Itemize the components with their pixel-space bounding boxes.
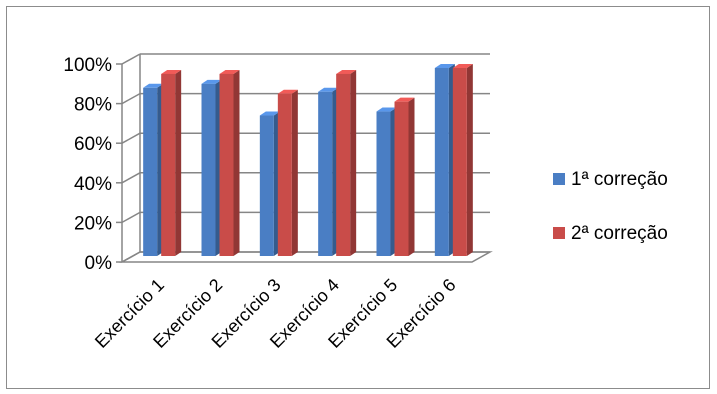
bar-side bbox=[466, 64, 473, 256]
legend-swatch bbox=[553, 173, 565, 185]
gridline-side bbox=[121, 53, 141, 65]
bar bbox=[452, 68, 467, 256]
bar-top bbox=[201, 79, 222, 84]
y-tick-label: 100% bbox=[63, 55, 112, 76]
bar-top bbox=[259, 111, 280, 116]
bar-top bbox=[143, 83, 164, 88]
bar-top bbox=[376, 107, 397, 112]
bar-side bbox=[350, 69, 357, 256]
bar-top bbox=[452, 64, 473, 68]
bar bbox=[143, 87, 158, 256]
bar-top bbox=[394, 97, 415, 102]
bar-top bbox=[277, 89, 298, 94]
bar bbox=[161, 73, 176, 256]
gridline-side bbox=[121, 132, 141, 144]
bar bbox=[376, 111, 391, 256]
chart-frame bbox=[6, 6, 710, 389]
bar-side bbox=[175, 69, 182, 256]
bar-top bbox=[318, 87, 339, 92]
bar-top bbox=[219, 69, 240, 74]
bar-top bbox=[336, 69, 357, 74]
bar bbox=[219, 73, 234, 256]
bar bbox=[394, 101, 409, 256]
y-tick-label: 80% bbox=[74, 95, 112, 116]
gridline-side bbox=[121, 211, 141, 224]
gridline-side bbox=[121, 172, 141, 184]
legend-label: 2ª correção bbox=[571, 223, 668, 244]
bar bbox=[201, 83, 216, 256]
y-tick-label: 60% bbox=[74, 134, 112, 155]
bar-side bbox=[408, 97, 415, 256]
floor bbox=[119, 251, 493, 263]
bar bbox=[318, 91, 333, 256]
bar bbox=[336, 73, 351, 256]
legend-label: 1ª correção bbox=[571, 169, 668, 190]
bar-side bbox=[233, 69, 240, 256]
y-tick-label: 0% bbox=[85, 253, 113, 274]
bar-top bbox=[161, 69, 182, 74]
bar-top bbox=[434, 64, 455, 68]
bar bbox=[434, 68, 449, 256]
bar bbox=[259, 115, 274, 257]
y-tick-label: 20% bbox=[74, 213, 112, 234]
legend-swatch bbox=[553, 227, 565, 239]
y-tick-label: 40% bbox=[74, 174, 112, 195]
gridline-side bbox=[121, 92, 141, 105]
bar bbox=[277, 93, 292, 257]
bar-side bbox=[291, 89, 298, 257]
